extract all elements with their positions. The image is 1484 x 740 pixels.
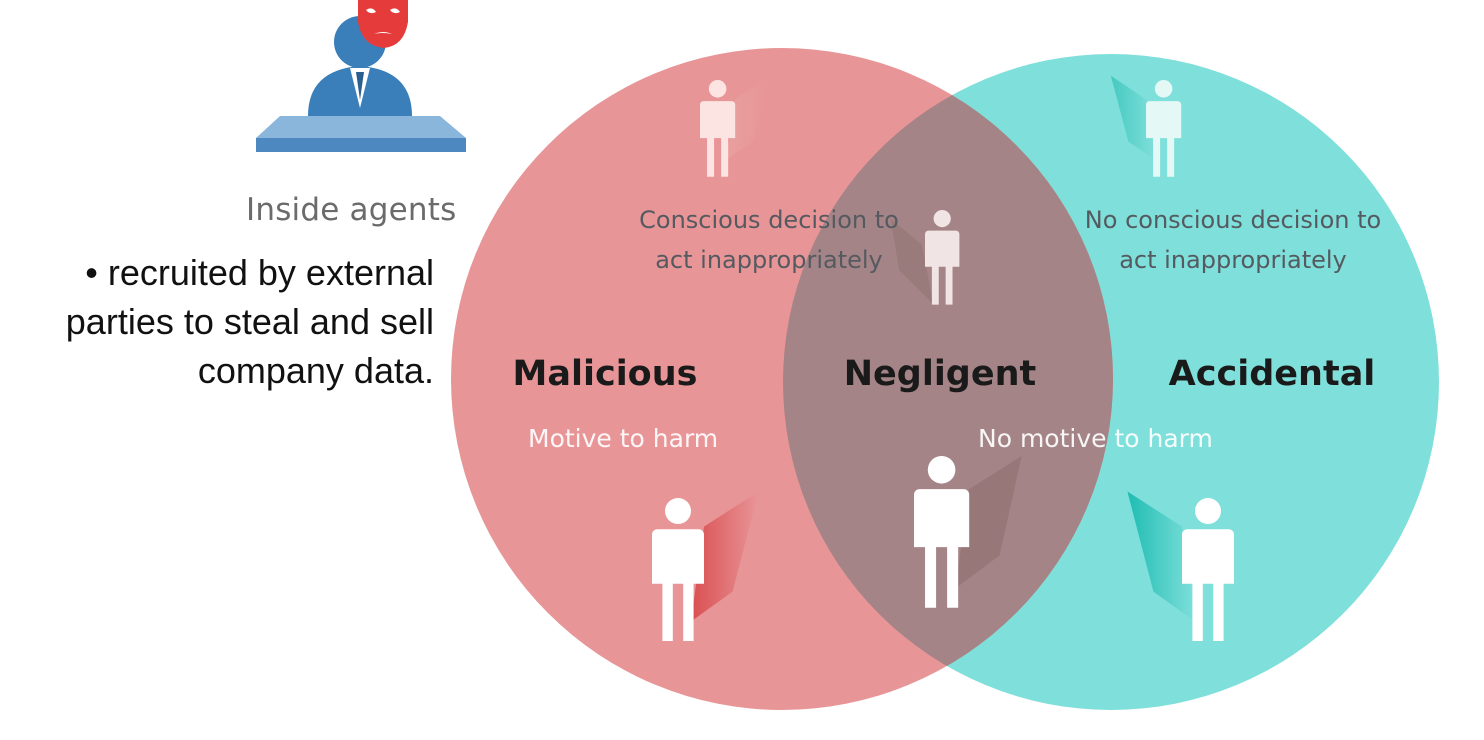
accidental-title: Accidental — [1168, 354, 1376, 394]
negligent-title: Negligent — [843, 354, 1037, 394]
malicious-description: Conscious decision to act inappropriatel… — [639, 206, 899, 274]
bullet-description: • recruited by external parties to steal… — [14, 248, 434, 395]
person-icon-negligent-top — [890, 210, 960, 305]
inside-agents-caption: Inside agents — [246, 192, 457, 228]
bullet-text: recruited by external parties to steal a… — [65, 252, 434, 391]
person-icon-malicious-bottom — [652, 491, 759, 641]
person-icon-accidental-top — [1110, 75, 1182, 177]
malicious-motive: Motive to harm — [528, 424, 719, 453]
accidental-motive: No motive to harm — [978, 424, 1213, 453]
accidental-description: No conscious decision to act inappropria… — [1084, 206, 1382, 274]
insider-with-mask-icon — [256, 0, 466, 152]
malicious-title: Malicious — [512, 354, 698, 394]
person-icon-negligent-bottom — [914, 456, 1022, 608]
person-icon-malicious-top — [700, 75, 771, 177]
bullet-marker: • — [85, 252, 108, 293]
person-icon-accidental-bottom — [1127, 491, 1234, 641]
